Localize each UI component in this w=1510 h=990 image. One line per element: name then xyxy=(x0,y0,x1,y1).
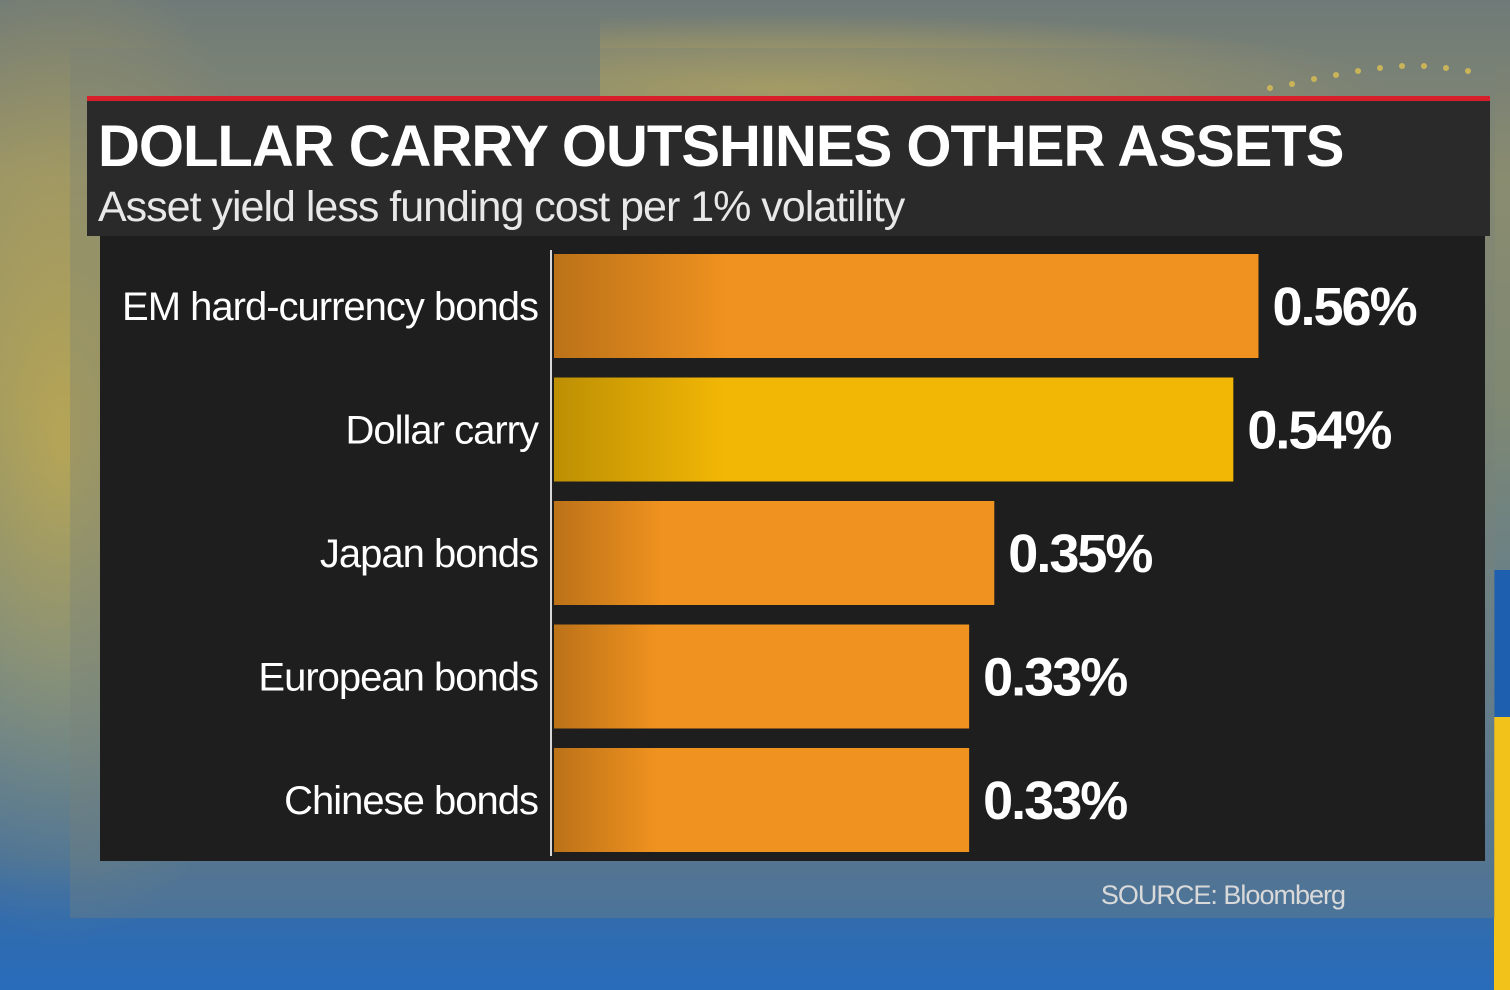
value-label: 0.56% xyxy=(1272,277,1416,337)
chart-title: DOLLAR CARRY OUTSHINES OTHER ASSETS xyxy=(98,114,1344,179)
source-note: SOURCE: Bloomberg xyxy=(1100,880,1346,910)
category-label: EM hard-currency bonds xyxy=(122,285,538,329)
bar-shading xyxy=(554,624,970,729)
value-label: 0.35% xyxy=(1008,524,1152,584)
bar-shading xyxy=(554,254,1259,358)
bar-chart: EM hard-currency bonds 0.56% Dollar carry 0… xyxy=(122,250,1419,856)
bar-shading xyxy=(554,377,1234,482)
value-label: 0.33% xyxy=(983,771,1127,831)
category-label: Japan bonds xyxy=(320,532,538,576)
category-label: Dollar carry xyxy=(346,409,539,453)
title-bar: DOLLAR CARRY OUTSHINES OTHER ASSETS Asse… xyxy=(87,96,1490,236)
bar-shading xyxy=(554,748,970,852)
chart-area: EM hard-currency bonds 0.56% Dollar carry 0… xyxy=(100,236,1485,861)
category-label: Chinese bonds xyxy=(284,779,538,823)
bar-shading xyxy=(554,501,995,605)
value-label: 0.54% xyxy=(1247,401,1391,461)
chart-subtitle: Asset yield less funding cost per 1% vol… xyxy=(98,183,905,231)
background-blue-band xyxy=(0,860,1510,990)
background-dots xyxy=(1267,63,1471,91)
background-glow-top xyxy=(600,0,1500,110)
background-right-strip xyxy=(1494,570,1510,990)
value-label: 0.33% xyxy=(983,648,1127,708)
category-label: European bonds xyxy=(258,656,538,700)
